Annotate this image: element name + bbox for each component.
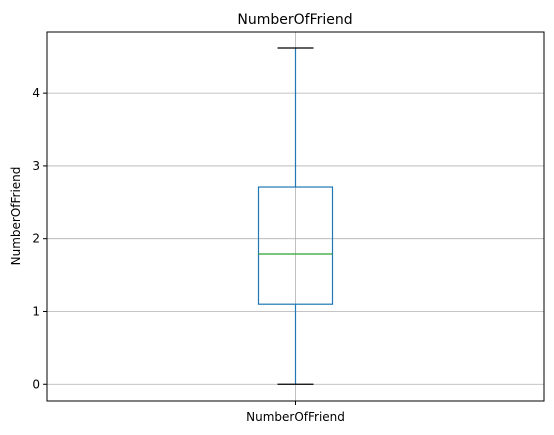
chart-title: NumberOfFriend [237,12,352,28]
y-tick-label: 4 [32,86,40,100]
x-tick-label: NumberOfFriend [246,410,345,424]
box-plot [257,47,334,385]
y-tick-label: 0 [32,377,40,391]
y-tick-label: 3 [32,159,40,173]
y-tick-label: 1 [32,304,40,318]
y-tick-label: 2 [32,232,40,246]
y-axis-ticks: 0 1 2 3 4 [32,86,47,391]
y-axis-label: NumberOfFriend [9,167,23,266]
iqr-box [257,186,334,305]
x-axis-ticks: NumberOfFriend [246,401,345,424]
